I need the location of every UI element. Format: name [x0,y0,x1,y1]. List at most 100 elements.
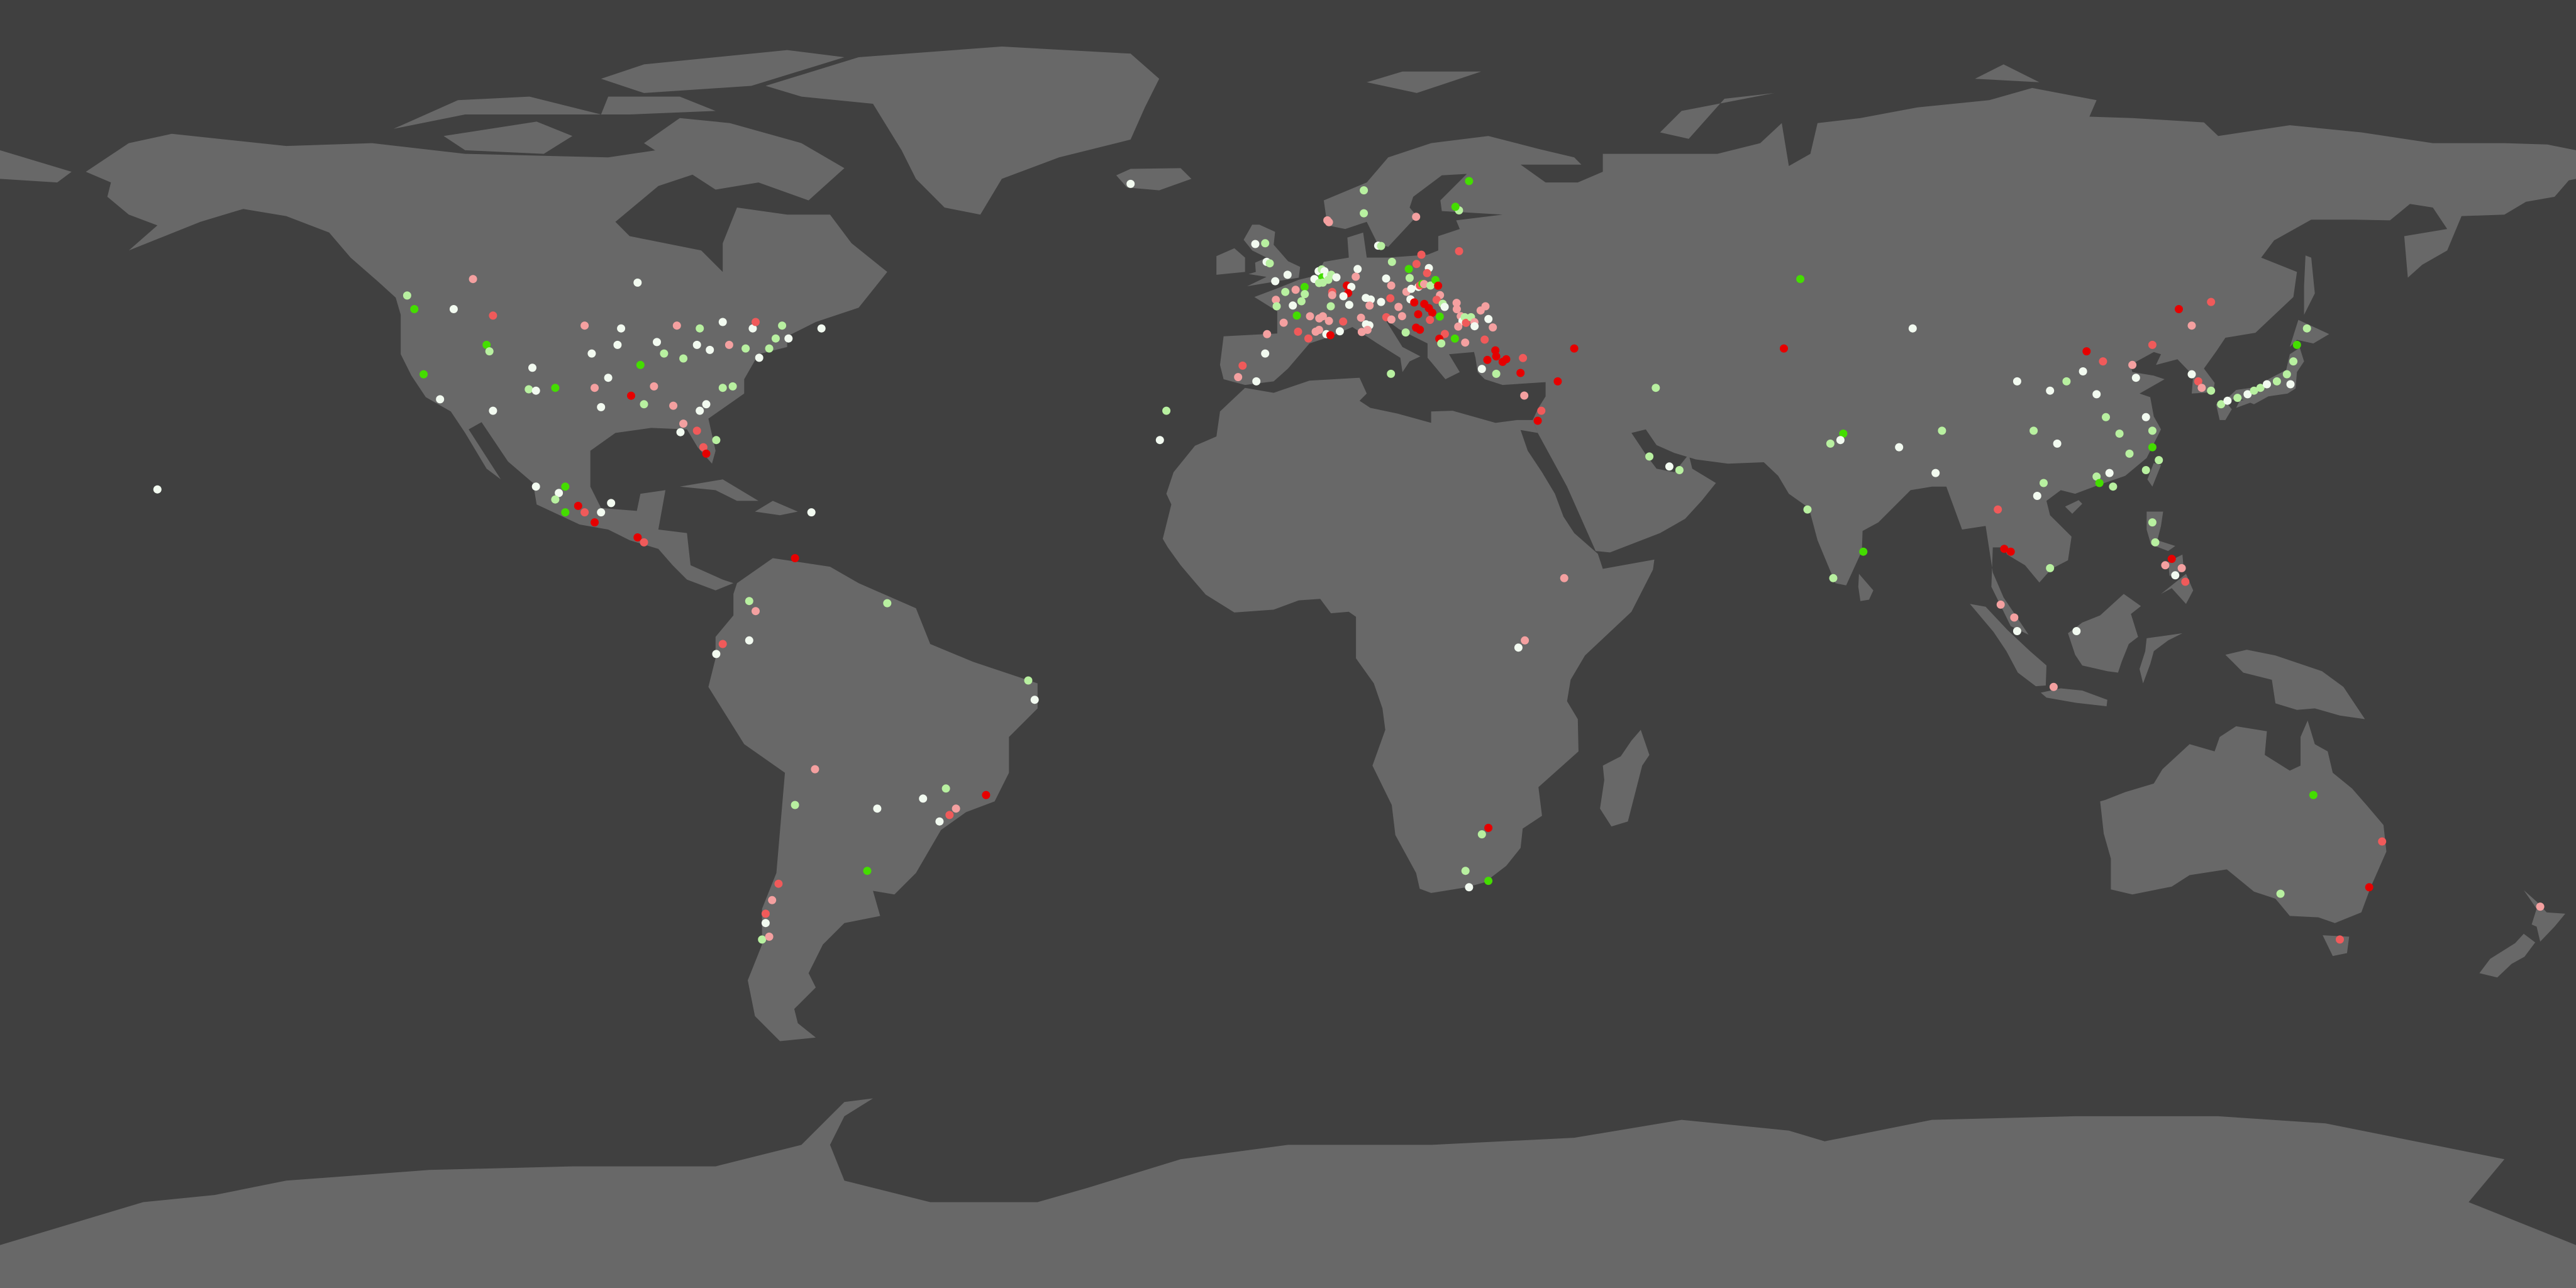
map-marker[interactable] [2187,321,2196,330]
map-marker[interactable] [2141,413,2150,421]
map-marker[interactable] [1272,296,1280,304]
map-marker[interactable] [2177,564,2186,572]
map-marker[interactable] [676,428,685,436]
map-marker[interactable] [2187,370,2196,379]
map-marker[interactable] [1440,330,1449,338]
map-marker[interactable] [2233,394,2242,402]
map-marker[interactable] [1271,277,1280,286]
map-marker[interactable] [1419,280,1428,289]
map-marker[interactable] [613,340,622,349]
map-marker[interactable] [1332,273,1341,282]
map-marker[interactable] [1484,314,1493,323]
map-marker[interactable] [1440,303,1449,311]
map-marker[interactable] [1484,877,1493,886]
map-marker[interactable] [2141,466,2150,474]
map-marker[interactable] [2079,367,2087,375]
map-marker[interactable] [672,321,681,330]
map-marker[interactable] [1836,436,1845,445]
map-marker[interactable] [2053,439,2062,448]
map-marker[interactable] [2125,449,2134,458]
map-marker[interactable] [489,311,497,320]
map-marker[interactable] [1347,282,1356,291]
map-marker[interactable] [784,334,793,343]
map-marker[interactable] [597,508,606,517]
map-marker[interactable] [1162,406,1171,415]
map-marker[interactable] [2072,627,2081,635]
map-marker[interactable] [1335,327,1344,336]
map-marker[interactable] [410,305,419,313]
map-marker[interactable] [1570,344,1579,353]
map-marker[interactable] [2155,456,2163,465]
map-marker[interactable] [752,607,760,616]
map-marker[interactable] [696,324,704,333]
map-marker[interactable] [2378,837,2387,846]
map-marker[interactable] [1155,436,1164,445]
map-marker[interactable] [2092,390,2101,399]
map-marker[interactable] [1261,239,1270,248]
map-marker[interactable] [1553,377,1562,386]
map-marker[interactable] [1024,676,1033,685]
map-marker[interactable] [1665,462,1674,471]
map-marker[interactable] [2148,518,2157,527]
map-marker[interactable] [741,344,750,353]
map-marker[interactable] [469,275,477,284]
map-marker[interactable] [807,508,816,517]
map-marker[interactable] [419,370,428,379]
map-marker[interactable] [2309,791,2318,799]
map-marker[interactable] [1462,318,1470,327]
map-marker[interactable] [1423,269,1431,277]
map-marker[interactable] [627,391,635,400]
map-marker[interactable] [591,518,599,527]
map-marker[interactable] [1502,355,1511,364]
map-marker[interactable] [765,344,774,353]
map-marker[interactable] [2207,297,2216,306]
map-marker[interactable] [1451,203,1460,211]
map-marker[interactable] [2171,571,2180,580]
map-marker[interactable] [482,340,491,349]
map-marker[interactable] [1416,325,1424,334]
map-marker[interactable] [2276,889,2285,898]
map-marker[interactable] [1412,213,1421,221]
map-marker[interactable] [1279,318,1288,327]
map-marker[interactable] [1533,416,1542,425]
map-marker[interactable] [1324,316,1333,325]
map-marker[interactable] [1829,574,1838,582]
map-marker[interactable] [1339,317,1348,326]
map-marker[interactable] [2250,386,2258,395]
map-marker[interactable] [2302,324,2311,333]
map-marker[interactable] [1796,275,1805,284]
map-marker[interactable] [1477,365,1486,374]
map-marker[interactable] [1839,430,1848,438]
map-marker[interactable] [2109,482,2118,491]
map-marker[interactable] [2033,492,2041,500]
map-marker[interactable] [696,406,704,415]
map-marker[interactable] [2000,545,2009,553]
map-marker[interactable] [2207,386,2216,395]
map-marker[interactable] [1470,322,1479,331]
map-marker[interactable] [1387,257,1396,266]
map-marker[interactable] [1521,636,1530,645]
map-marker[interactable] [436,395,445,404]
map-marker[interactable] [528,364,536,372]
map-marker[interactable] [1357,328,1366,336]
map-marker[interactable] [1652,384,1660,392]
map-marker[interactable] [640,538,648,547]
map-marker[interactable] [941,784,950,793]
map-marker[interactable] [1492,369,1501,378]
map-marker[interactable] [2175,305,2183,313]
map-marker[interactable] [1426,281,1435,290]
map-marker[interactable] [1426,316,1435,325]
map-marker[interactable] [791,801,799,809]
map-marker[interactable] [561,482,570,491]
map-marker[interactable] [1339,292,1348,301]
map-marker[interactable] [817,324,826,333]
map-marker[interactable] [1377,297,1385,306]
map-marker[interactable] [1265,259,1274,268]
map-marker[interactable] [580,321,589,330]
map-marker[interactable] [653,338,661,347]
map-marker[interactable] [706,345,714,354]
map-marker[interactable] [2217,400,2226,409]
map-marker[interactable] [1452,305,1461,314]
map-marker[interactable] [2181,577,2190,586]
